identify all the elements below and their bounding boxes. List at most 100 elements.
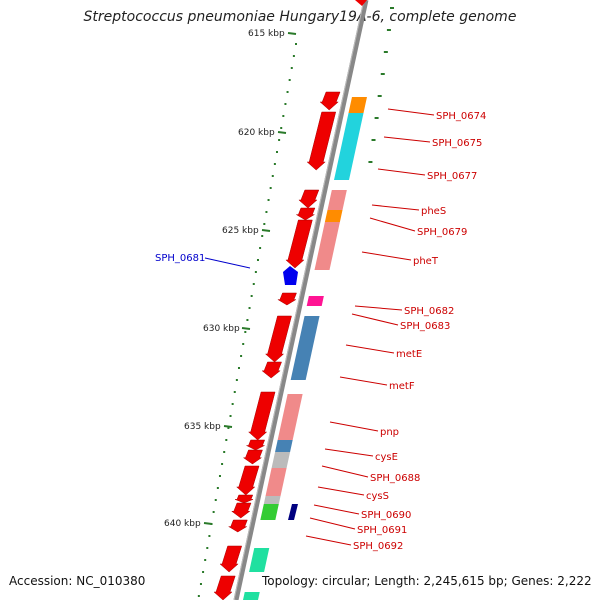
- forward-gene-arrow: [248, 391, 276, 441]
- ruler-dot: [269, 187, 272, 189]
- ruler-dot: [208, 535, 211, 537]
- label-leader-line: [387, 108, 435, 116]
- cog-segment: [334, 113, 364, 180]
- ruler-dot: [259, 247, 262, 249]
- genome-backbone: [233, 0, 369, 600]
- gene-label: SPH_0690: [361, 510, 411, 521]
- cog-segment: [260, 504, 279, 520]
- gene-label: SPH_0681: [155, 253, 205, 264]
- label-leader-line: [313, 504, 360, 515]
- ruler-dot: [284, 103, 287, 105]
- outer-dot: [390, 7, 394, 9]
- gene-labels: SPH_0674 SPH_0675 SPH_0677 pheS SPH_0679 pheT…: [155, 111, 486, 552]
- gene-label: cysS: [366, 491, 389, 502]
- ruler-dot: [288, 79, 291, 81]
- cog-segment: [324, 210, 343, 222]
- cog-segment: [275, 440, 293, 452]
- forward-gene-arrow: [306, 111, 337, 171]
- ruler-dot: [227, 427, 230, 429]
- gene-label: SPH_0675: [432, 138, 482, 149]
- ruler-tick-label: 630 kbp: [203, 324, 240, 334]
- forward-gene-arrow: [295, 207, 316, 221]
- label-leader-line: [329, 421, 379, 432]
- forward-gene-arrow: [234, 494, 254, 504]
- gene-label: metE: [396, 349, 422, 360]
- ruler-dot: [267, 199, 270, 201]
- ruler-dot: [225, 439, 228, 441]
- label-leader-line: [383, 136, 431, 143]
- cog-segment: [265, 468, 287, 496]
- cog-segment: [290, 362, 310, 380]
- cog-segment: [314, 222, 340, 270]
- ruler-dot: [218, 475, 221, 477]
- label-leader-line: [371, 204, 420, 211]
- outer-dot: [386, 29, 391, 31]
- forward-gene-arrow: [231, 502, 252, 519]
- label-leader-line: [377, 168, 426, 176]
- ruler-dot: [292, 55, 295, 57]
- cog-segment: [271, 452, 291, 468]
- cog-segment: [327, 190, 347, 210]
- outer-dot: [368, 161, 373, 163]
- ruler-dot: [286, 91, 289, 93]
- ruler-dot: [263, 223, 266, 225]
- gene-label: SPH_0683: [400, 321, 450, 332]
- ruler-dot: [273, 163, 276, 165]
- forward-gene-arrow: [246, 439, 266, 451]
- forward-gene-arrow: [242, 449, 263, 465]
- ruler-dot: [240, 355, 243, 357]
- label-leader-line: [354, 305, 403, 311]
- ruler-dot: [242, 343, 245, 345]
- ruler-dot: [250, 295, 253, 297]
- ruler-dot: [204, 559, 207, 561]
- gene-label: SPH_0692: [353, 541, 403, 552]
- ruler-dot: [233, 391, 236, 393]
- cog-segment: [348, 97, 367, 113]
- gene-label: pheT: [413, 256, 439, 267]
- ruler-dot: [229, 415, 232, 417]
- label-leader-line: [339, 376, 388, 386]
- outer-dotted-arc: [368, 7, 394, 163]
- ruler-dot: [237, 367, 240, 369]
- ruler-tick: [223, 425, 233, 428]
- cog-segment: [288, 504, 298, 520]
- outer-dot: [377, 95, 382, 97]
- cog-segment: [263, 496, 281, 504]
- ruler-dot: [295, 43, 297, 45]
- gene-label: SPH_0677: [427, 171, 477, 182]
- label-leader-line: [309, 517, 356, 530]
- forward-gene-arrow: [264, 315, 292, 363]
- ruler-dot: [256, 259, 259, 261]
- outer-dot: [374, 117, 379, 119]
- cog-segment: [294, 316, 320, 362]
- accession-text: Accession: NC_010380: [9, 574, 146, 588]
- label-leaders: [204, 108, 435, 546]
- gene-label: SPH_0674: [436, 111, 486, 122]
- ruler-dot: [223, 451, 226, 453]
- label-leader-line: [321, 465, 369, 478]
- ruler-tick: [261, 229, 271, 232]
- gene-label: SPH_0679: [417, 227, 467, 238]
- ruler-dot: [278, 139, 281, 141]
- forward-gene-arrow: [285, 219, 313, 269]
- label-leader-line: [324, 448, 374, 457]
- ruler-dot: [221, 463, 224, 465]
- label-leader-line: [369, 217, 416, 232]
- ruler-dot: [235, 379, 238, 381]
- map-title: Streptococcus pneumoniae Hungary19A-6, c…: [83, 9, 517, 25]
- ruler-dot: [280, 127, 283, 129]
- ruler-dot: [197, 595, 200, 597]
- topology-text: Topology: circular; Length: 2,245,615 bp…: [262, 574, 592, 588]
- forward-gene-arrow: [219, 545, 243, 573]
- cog-track: [243, 97, 367, 600]
- ruler-dotted-arc: [197, 43, 297, 597]
- ruler-tick: [203, 522, 213, 525]
- ruler-tick: [241, 327, 251, 330]
- label-leader-line: [345, 344, 395, 354]
- ruler-dot: [275, 151, 278, 153]
- gene-label: SPH_0682: [404, 306, 454, 317]
- label-leader-line: [351, 313, 399, 326]
- ruler-tick-label: 640 kbp: [164, 519, 201, 529]
- ruler-tick: [287, 32, 297, 35]
